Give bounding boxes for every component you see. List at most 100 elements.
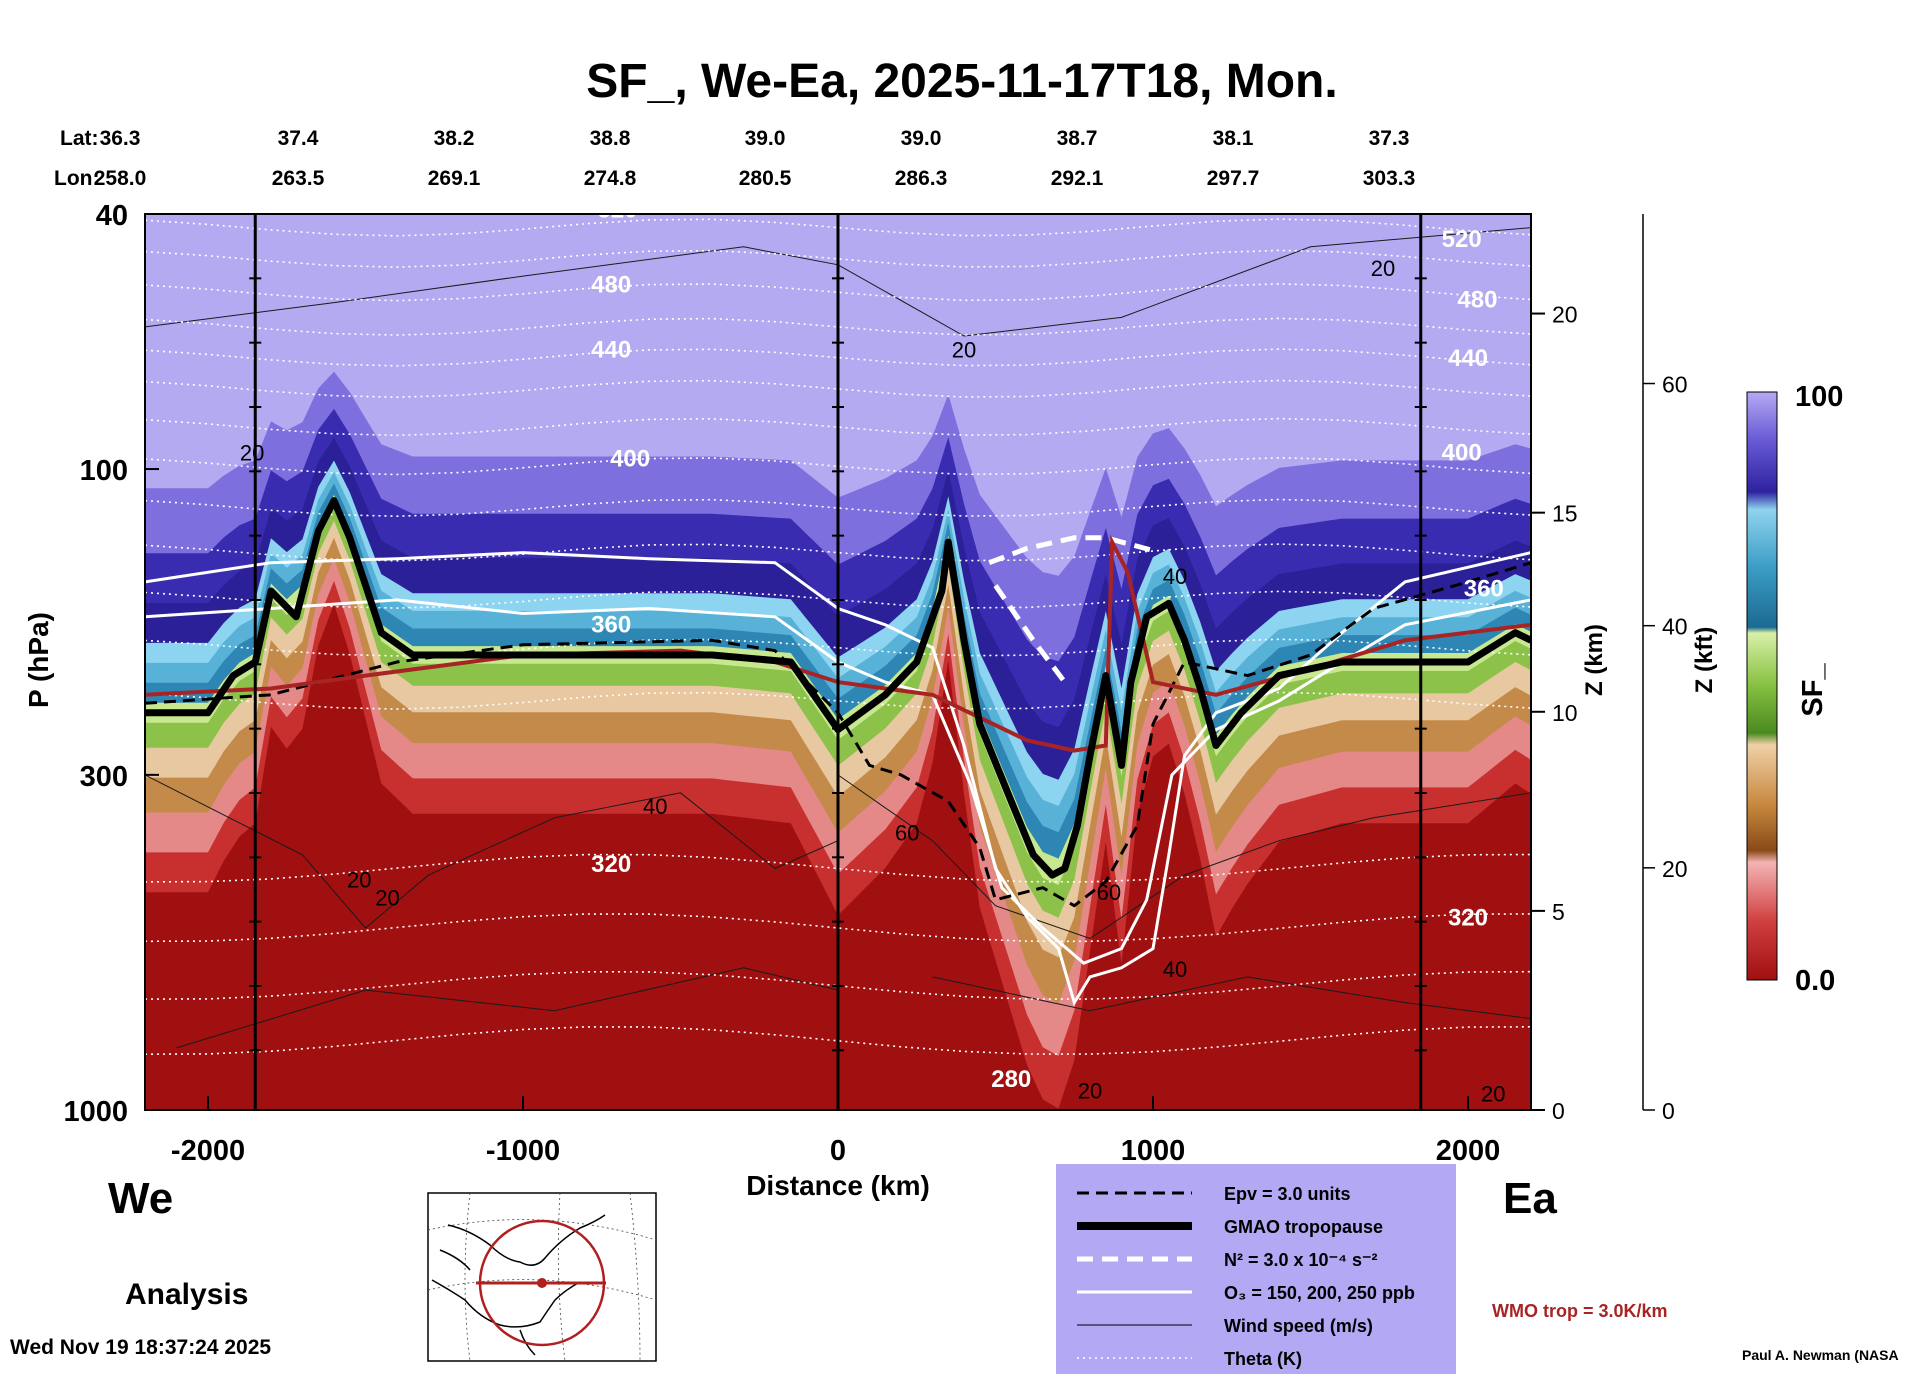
- legend-label: O₃ = 150, 200, 250 ppb: [1224, 1283, 1415, 1303]
- theta-label: 400: [610, 445, 650, 472]
- x-axis: -2000 -1000 0 1000 2000: [171, 1096, 1500, 1167]
- overlay-lines: [145, 497, 1531, 1007]
- inset-map: [427, 1192, 657, 1362]
- lon-value: 297.7: [1207, 167, 1260, 190]
- lat-value: 38.7: [1057, 127, 1098, 150]
- legend-item: Wind speed (m/s): [1077, 1316, 1373, 1336]
- theta-label: 320: [1448, 904, 1488, 931]
- ozone-contour: [145, 551, 1531, 1007]
- legend-label: Theta (K): [1224, 1349, 1302, 1369]
- wind-speed-label: 60: [1097, 880, 1121, 905]
- lat-value: 39.0: [745, 127, 786, 150]
- z-km-axis: 0 5 10 15 20: [1531, 302, 1578, 1124]
- colorbar-gradient: [1746, 391, 1778, 981]
- z-km-axis-label: Z (km): [1581, 624, 1608, 696]
- p-tick-label: 1000: [63, 1096, 128, 1128]
- wind-speed-label: 20: [375, 886, 399, 911]
- lon-value: 280.5: [739, 167, 792, 190]
- timestamp: Wed Nov 19 18:37:24 2025: [10, 1336, 271, 1359]
- x-tick-label: 2000: [1436, 1135, 1501, 1167]
- p-tick-label: 100: [80, 455, 128, 487]
- theta-label: 360: [591, 612, 631, 639]
- lon-value: 269.1: [428, 167, 481, 190]
- legend-label: GMAO tropopause: [1224, 1217, 1383, 1237]
- wind-contour: [837, 774, 1531, 940]
- analysis-label: Analysis: [125, 1278, 248, 1311]
- z-kft-tick-label: 60: [1662, 372, 1688, 398]
- credit: Paul A. Newman (NASA: [1742, 1347, 1899, 1363]
- gmao-tropopause-line: [145, 497, 1531, 879]
- legend-label: Epv = 3.0 units: [1224, 1184, 1351, 1204]
- colorbar-label: SF_: [1797, 663, 1829, 717]
- legend-item: N² = 3.0 x 10⁻⁴ s⁻²: [1077, 1250, 1377, 1270]
- theta-label: 400: [1442, 440, 1482, 467]
- lat-value: 36.3: [100, 127, 141, 150]
- ozone-contour: [145, 598, 1531, 965]
- lon-value: 286.3: [895, 167, 948, 190]
- legend-item: Epv = 3.0 units: [1077, 1184, 1351, 1204]
- chart-title: SF_, We-Ea, 2025-11-17T18, Mon.: [586, 55, 1337, 108]
- lon-label: Lon:: [54, 167, 99, 190]
- wind-speed-label: 20: [240, 441, 264, 466]
- colorbar-min-label: 0.0: [1795, 965, 1835, 997]
- lat-value: 37.3: [1369, 127, 1410, 150]
- lat-value: 39.0: [901, 127, 942, 150]
- x-tick-label: -1000: [486, 1135, 560, 1167]
- legend-label: N² = 3.0 x 10⁻⁴ s⁻²: [1224, 1250, 1377, 1270]
- theta-label: 480: [1457, 287, 1497, 314]
- theta-label: 440: [1448, 345, 1488, 372]
- wind-speed-label: 20: [952, 338, 976, 363]
- colorbar: 100 0.0 SF_: [1746, 381, 1843, 997]
- lon-value: 303.3: [1363, 167, 1416, 190]
- legend: Epv = 3.0 units GMAO tropopause N² = 3.0 x…: [1056, 1164, 1456, 1374]
- z-kft-axis-label: Z (kft): [1691, 627, 1718, 694]
- wmo-trop-label: WMO trop = 3.0K/km: [1492, 1301, 1668, 1321]
- inset-map-center-dot: [537, 1278, 547, 1288]
- lat-lon-header: Lat: Lon: 36.3 37.4 38.2 38.8 39.0 39.0 38.7 38…: [54, 127, 1415, 190]
- lon-value: 258.0: [94, 167, 147, 190]
- sf-band: [145, 603, 1531, 1110]
- theta-label: 280: [991, 1066, 1031, 1093]
- legend-label: Wind speed (m/s): [1224, 1316, 1373, 1336]
- theta-label: 520: [1442, 226, 1482, 253]
- wind-speed-label: 60: [895, 821, 919, 846]
- z-kft-tick-label: 0: [1662, 1098, 1675, 1124]
- lon-value: 274.8: [584, 167, 637, 190]
- z-kft-tick-label: 20: [1662, 856, 1688, 882]
- wind-speed-label: 20: [1371, 256, 1395, 281]
- lat-lon-values: 36.3 37.4 38.2 38.8 39.0 39.0 38.7 38.1 37.3 258.…: [94, 127, 1416, 190]
- x-tick-label: 0: [830, 1135, 846, 1167]
- theta-label: 360: [1464, 575, 1504, 602]
- z-km-tick-label: 5: [1552, 899, 1565, 925]
- epv-line: [145, 561, 1531, 908]
- z-km-tick-label: 0: [1552, 1098, 1565, 1124]
- wind-speed-label: 40: [1163, 957, 1187, 982]
- east-label: Ea: [1503, 1174, 1557, 1223]
- x-tick-label: -2000: [171, 1135, 245, 1167]
- inset-map-graticule: [427, 1192, 657, 1362]
- theta-label: 520: [597, 196, 637, 223]
- wind-contour: [145, 774, 839, 929]
- legend-items: Epv = 3.0 units GMAO tropopause N² = 3.0 x…: [1077, 1184, 1415, 1369]
- wind-speed-label: 40: [643, 794, 667, 819]
- inset-map-frame: [427, 1192, 657, 1362]
- wind-speed-label: 20: [1078, 1079, 1102, 1104]
- colorbar-max-label: 100: [1795, 381, 1843, 413]
- theta-label: 440: [591, 337, 631, 364]
- z-km-tick-label: 15: [1552, 501, 1578, 527]
- legend-box: [1056, 1164, 1456, 1374]
- theta-label: 480: [591, 271, 631, 298]
- lon-value: 263.5: [272, 167, 325, 190]
- west-label: We: [108, 1174, 173, 1223]
- p-tick-label: 40: [96, 200, 128, 232]
- lon-value: 292.1: [1051, 167, 1104, 190]
- z-kft-axis: 0 20 40 60: [1642, 214, 1688, 1124]
- legend-item: O₃ = 150, 200, 250 ppb: [1077, 1283, 1415, 1303]
- pressure-axis: 40 100 300 1000: [63, 200, 159, 1128]
- n2-line: [993, 584, 1067, 684]
- wind-speed-label: 40: [1163, 564, 1187, 589]
- lat-value: 38.8: [590, 127, 631, 150]
